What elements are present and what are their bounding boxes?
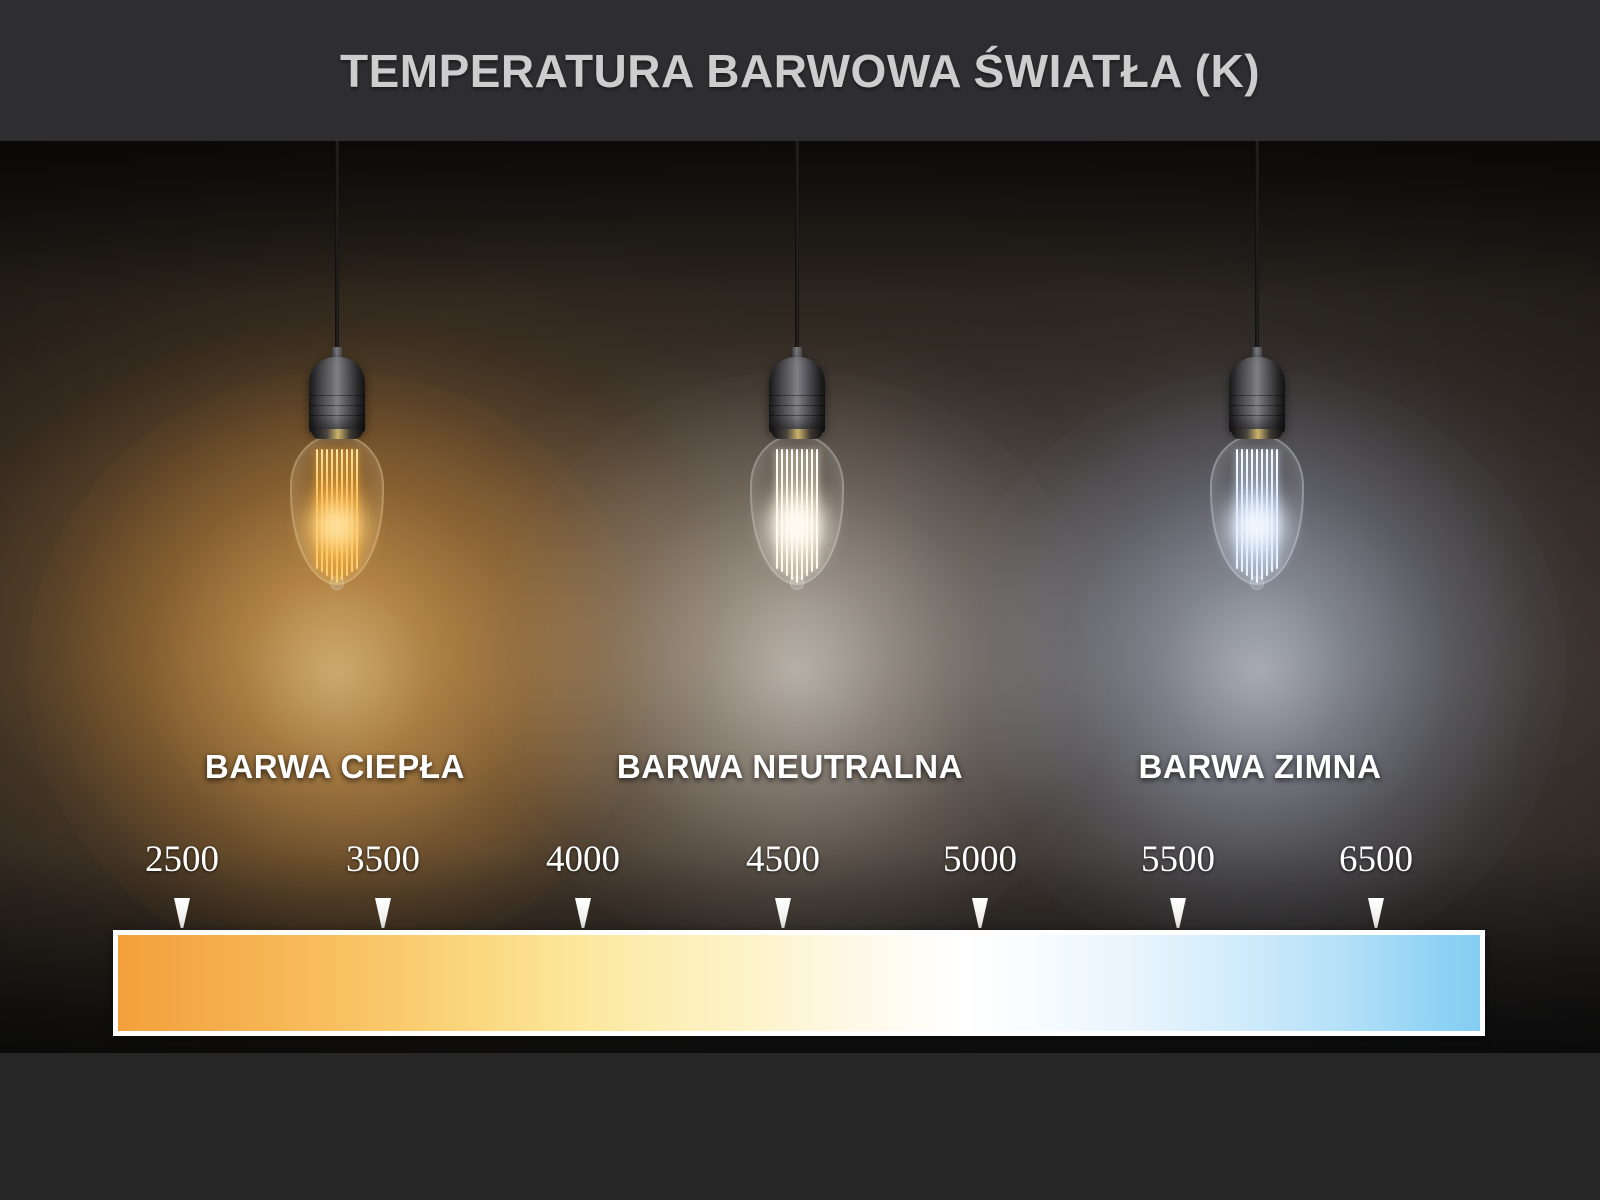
tick-label-4000: 4000 xyxy=(546,839,620,880)
color-temperature-bar-frame xyxy=(113,930,1485,1036)
cord-icon xyxy=(1255,141,1259,357)
tick-label-4500: 4500 xyxy=(746,839,820,880)
tick-marker-5000 xyxy=(972,898,988,928)
tick-marker-3500 xyxy=(375,898,391,928)
page-title: TEMPERATURA BARWOWA ŚWIATŁA (K) xyxy=(339,45,1261,97)
cord-connector-icon xyxy=(792,347,802,361)
cord-icon xyxy=(795,141,799,357)
tick-marker-2500 xyxy=(174,898,190,928)
tick-marker-6500 xyxy=(1368,898,1384,928)
tick-marker-4000 xyxy=(575,898,591,928)
tick-label-2500: 2500 xyxy=(145,839,219,880)
tick-marker-4500 xyxy=(775,898,791,928)
tick-label-3500: 3500 xyxy=(346,839,420,880)
tick-label-6500: 6500 xyxy=(1339,839,1413,880)
title-band: TEMPERATURA BARWOWA ŚWIATŁA (K) xyxy=(0,0,1600,141)
tick-label-5000: 5000 xyxy=(943,839,1017,880)
tick-label-5500: 5500 xyxy=(1141,839,1215,880)
color-temperature-gradient-bar xyxy=(118,935,1480,1031)
cord-connector-icon xyxy=(332,347,342,361)
cord-icon xyxy=(335,141,339,357)
tick-marker-5500 xyxy=(1170,898,1186,928)
cord-connector-icon xyxy=(1252,347,1262,361)
